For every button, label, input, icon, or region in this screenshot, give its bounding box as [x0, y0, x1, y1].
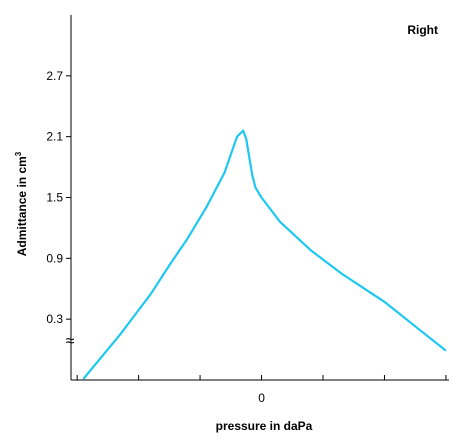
x-ticks: 0 [76, 375, 447, 405]
panel-label: Right [407, 23, 438, 37]
y-tick-label: 2.1 [46, 130, 63, 144]
y-tick-label: 0.3 [46, 312, 63, 326]
axis-break-symbol: ≈ [66, 333, 75, 350]
y-tick-label: 0.9 [46, 251, 63, 265]
series-line [82, 129, 447, 380]
axis-break-mark: ≈ [66, 333, 75, 350]
y-tick-label: 1.5 [46, 191, 63, 205]
x-axis-title: pressure in daPa [216, 419, 313, 433]
y-tick-label: 2.7 [46, 69, 63, 83]
x-tick-label: 0 [258, 391, 265, 405]
y-axis-title-superscript: 3 [14, 151, 23, 156]
y-ticks: 0.3 0.9 1.5 2.1 2.7 [46, 69, 71, 326]
y-axis-title-text: Admittance in cm [15, 156, 29, 256]
y-axis-title: Admittance in cm3 [14, 151, 29, 256]
